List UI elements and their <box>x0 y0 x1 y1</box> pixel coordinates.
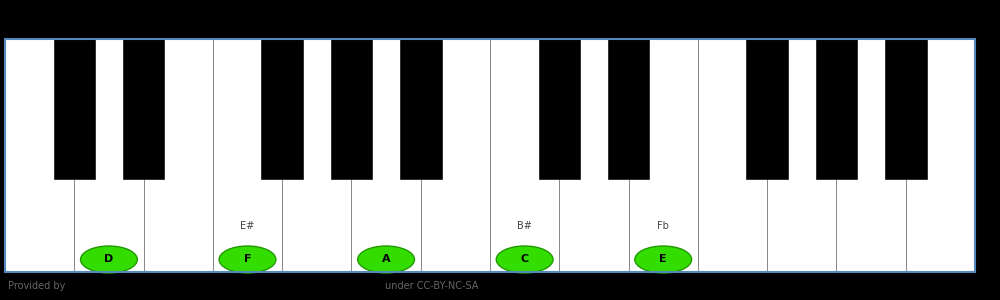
Bar <box>629 39 698 272</box>
Bar <box>5 39 74 272</box>
Bar <box>54 39 95 178</box>
Bar <box>74 39 144 272</box>
Text: under CC-BY-NC-SA: under CC-BY-NC-SA <box>385 281 478 291</box>
Bar <box>144 39 213 272</box>
Text: Provided by: Provided by <box>8 281 65 291</box>
Bar <box>213 39 282 272</box>
Ellipse shape <box>219 246 276 273</box>
Ellipse shape <box>635 246 692 273</box>
Text: B#: B# <box>517 221 532 231</box>
Bar <box>538 39 580 178</box>
Bar <box>836 39 906 272</box>
Text: F: F <box>244 254 251 265</box>
Bar <box>5 39 975 272</box>
Ellipse shape <box>358 246 414 273</box>
Text: E: E <box>659 254 667 265</box>
Bar <box>746 39 788 178</box>
Text: E#: E# <box>240 221 255 231</box>
Bar <box>421 39 490 272</box>
Bar <box>698 39 767 272</box>
Bar <box>885 39 926 178</box>
Bar <box>906 39 975 272</box>
Bar <box>816 39 857 178</box>
Bar <box>261 39 303 178</box>
Text: Fb: Fb <box>657 221 669 231</box>
Bar <box>282 39 351 272</box>
Ellipse shape <box>496 246 553 273</box>
Bar <box>608 39 649 178</box>
Bar <box>123 39 164 178</box>
Text: C: C <box>521 254 529 265</box>
Bar <box>400 39 442 178</box>
Bar <box>331 39 372 178</box>
Text: A: A <box>382 254 390 265</box>
Bar <box>559 39 629 272</box>
Bar <box>351 39 421 272</box>
Ellipse shape <box>81 246 137 273</box>
Bar <box>767 39 836 272</box>
Text: D: D <box>104 254 114 265</box>
Bar <box>490 39 559 272</box>
